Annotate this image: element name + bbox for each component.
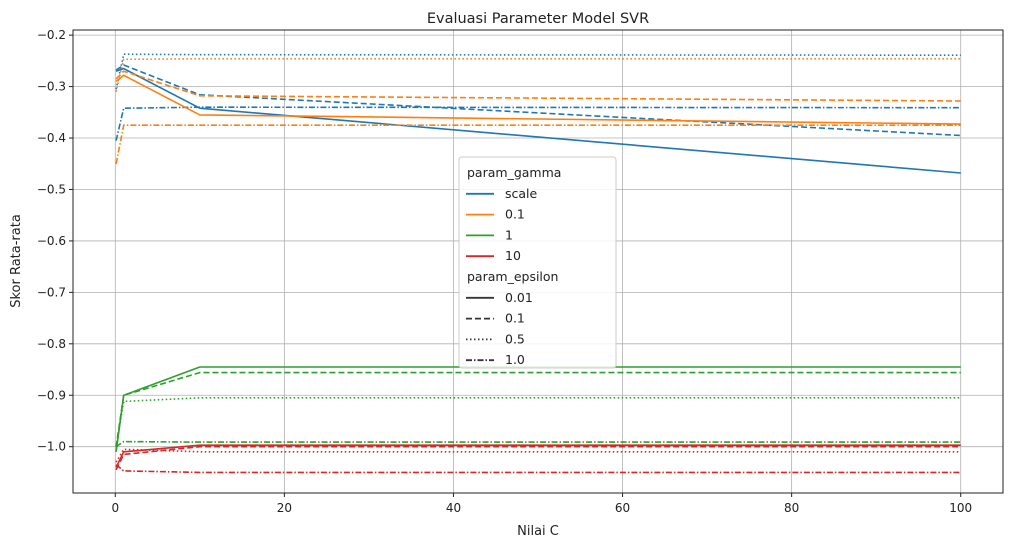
chart-title: Evaluasi Parameter Model SVR bbox=[427, 11, 649, 27]
y-tick-label: −0.8 bbox=[37, 337, 66, 351]
series-line-gamma-0.1-epsilon-0.01 bbox=[115, 74, 961, 125]
series-line-gamma-1-epsilon-0.01 bbox=[115, 366, 961, 452]
series-line-gamma-scale-epsilon-0.5 bbox=[115, 53, 961, 90]
series-line-gamma-1-epsilon-1.0 bbox=[115, 440, 961, 448]
x-tick-label: 20 bbox=[277, 501, 292, 515]
x-tick-label: 40 bbox=[446, 501, 461, 515]
y-tick-label: −0.4 bbox=[37, 131, 66, 145]
legend-entry-label: 1 bbox=[505, 227, 513, 242]
series-line-gamma-0.1-epsilon-1.0 bbox=[115, 124, 961, 164]
series-line-gamma-1-epsilon-0.5 bbox=[115, 396, 961, 447]
x-axis: 0 20 40 60 80 100 bbox=[111, 493, 972, 515]
plot-frame bbox=[72, 29, 1004, 494]
x-tick-label: 100 bbox=[949, 501, 972, 515]
x-tick-label: 60 bbox=[615, 501, 630, 515]
series-lines bbox=[115, 53, 961, 474]
x-tick-label: 0 bbox=[111, 501, 119, 515]
series-line-gamma-scale-epsilon-1.0 bbox=[115, 106, 961, 141]
series-line-gamma-10-epsilon-0.01 bbox=[115, 444, 961, 468]
legend-entry-label: 1.0 bbox=[505, 352, 525, 367]
x-axis-label: Nilai C bbox=[517, 524, 559, 539]
legend-title: param_gamma bbox=[467, 165, 561, 180]
series-line-gamma-10-epsilon-0.5 bbox=[115, 448, 961, 463]
series-line-gamma-0.1-epsilon-0.1 bbox=[115, 70, 961, 102]
series-line-gamma-scale-epsilon-0.01 bbox=[115, 67, 961, 174]
y-tick-label: −0.2 bbox=[37, 28, 66, 42]
y-tick-label: −0.3 bbox=[37, 80, 66, 94]
legend-entry-label: 0.5 bbox=[505, 331, 525, 346]
legend-entry-label: scale bbox=[505, 186, 538, 201]
legend-title: param_epsilon bbox=[467, 269, 558, 284]
series-line-gamma-10-epsilon-1.0 bbox=[115, 464, 961, 474]
legend-box bbox=[458, 156, 617, 369]
y-tick-label: −0.6 bbox=[37, 234, 66, 248]
y-axis-label: Skor Rata-rata bbox=[9, 214, 24, 308]
y-tick-label: −0.9 bbox=[37, 388, 66, 402]
y-tick-label: −0.7 bbox=[37, 285, 66, 299]
legend-entry-label: 0.1 bbox=[505, 311, 525, 326]
series-line-gamma-0.1-epsilon-0.5 bbox=[115, 57, 961, 92]
y-tick-label: −0.5 bbox=[37, 182, 66, 196]
legend-entry-label: 10 bbox=[505, 248, 521, 263]
series-line-gamma-1-epsilon-0.1 bbox=[115, 371, 961, 447]
legend-entry-label: 0.01 bbox=[505, 290, 533, 305]
x-tick-label: 80 bbox=[784, 501, 799, 515]
series-line-gamma-10-epsilon-0.1 bbox=[115, 445, 961, 471]
y-tick-label: −1.0 bbox=[37, 440, 66, 454]
y-axis: −0.2 −0.3 −0.4 −0.5 −0.6 −0.7 −0.8 −0.9 −1.0 bbox=[37, 28, 73, 454]
legend-entry-label: 0.1 bbox=[505, 207, 525, 222]
series-line-gamma-scale-epsilon-0.1 bbox=[115, 64, 961, 137]
